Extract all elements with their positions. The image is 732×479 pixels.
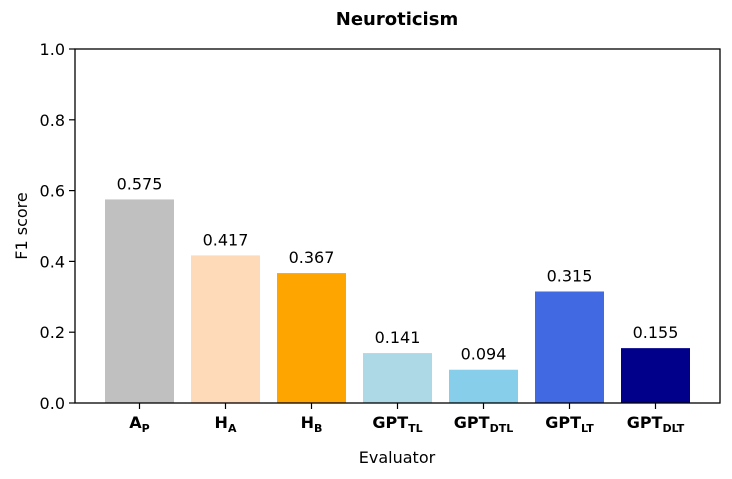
bar-value-label: 0.094	[461, 345, 507, 364]
bar	[621, 348, 690, 403]
y-tick-label: 0.6	[40, 182, 65, 201]
x-tick-label: GPTTL	[372, 413, 422, 435]
bar	[535, 291, 604, 403]
y-tick-label: 0.2	[40, 323, 65, 342]
y-tick-label: 0.0	[40, 394, 65, 413]
bar	[449, 369, 518, 403]
bar	[363, 353, 432, 403]
bar-value-label: 0.367	[289, 248, 335, 267]
x-tick-label: GPTDTL	[454, 413, 513, 435]
bar	[191, 255, 260, 403]
x-tick-label: HB	[301, 413, 323, 435]
bar-value-label: 0.155	[633, 323, 679, 342]
bar	[277, 273, 346, 403]
x-tick-label: GPTLT	[545, 413, 594, 435]
y-tick-label: 0.4	[40, 252, 65, 271]
bar-value-label: 0.141	[375, 328, 421, 347]
x-axis-label: Evaluator	[359, 448, 436, 467]
chart-title: Neuroticism	[336, 9, 458, 30]
value-labels-group: 0.575 0.417 0.367 0.141 0.094 0.315 0.155	[117, 174, 679, 363]
bar-value-label: 0.575	[117, 174, 163, 193]
y-tick-label: 1.0	[40, 40, 65, 59]
x-tick-label: HA	[215, 413, 237, 435]
y-tick-label: 0.8	[40, 111, 65, 130]
bar	[105, 199, 174, 403]
x-tick-label: GPTDLT	[627, 413, 685, 435]
bars-group	[105, 199, 690, 403]
x-tick-label: AP	[129, 413, 149, 435]
bar-value-label: 0.315	[547, 266, 593, 285]
x-axis: AP HA HB GPTTL GPTDTL GPTLT GPTDLT	[129, 403, 685, 435]
y-axis: 0.0 0.2 0.4 0.6 0.8 1.0	[40, 40, 75, 413]
bar-value-label: 0.417	[203, 230, 249, 249]
y-axis-label: F1 score	[12, 192, 31, 259]
